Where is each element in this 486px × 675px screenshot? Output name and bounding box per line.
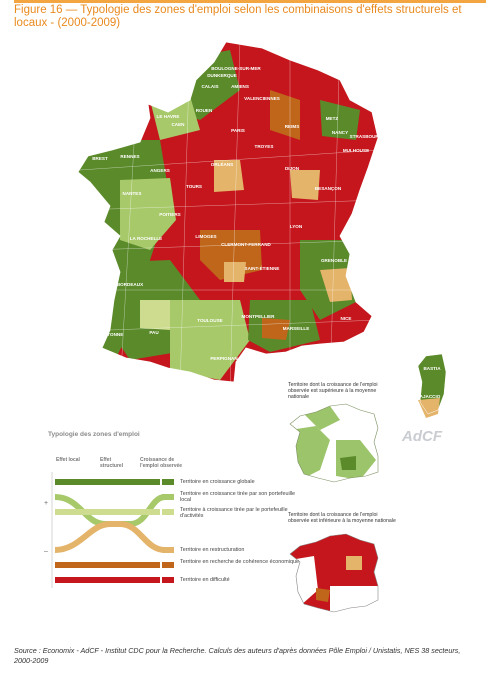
map-label: CLERMONT-FERRAND bbox=[221, 242, 271, 247]
source-note: Source : Economix - AdCF - Institut CDC … bbox=[14, 646, 461, 665]
zone-limousin bbox=[200, 230, 262, 280]
inset-decline-map bbox=[289, 533, 379, 613]
france-zones bbox=[78, 42, 378, 382]
adcf-watermark: AdCF bbox=[402, 428, 442, 445]
map-label: GRENOBLE bbox=[321, 258, 347, 263]
map-labels: BOULOGNE-SUR-MER DUNKERQUE CALAIS VALENC… bbox=[92, 66, 383, 361]
map-label: STRASBOURG bbox=[350, 134, 383, 139]
zone-alps-orange bbox=[320, 268, 352, 302]
legend-item: Territoire en croissance tirée par son p… bbox=[180, 491, 296, 504]
map-label: TOURS bbox=[186, 184, 202, 189]
map-label: PERPIGNAN bbox=[210, 356, 238, 361]
map-label: LA ROCHELLE bbox=[130, 236, 163, 241]
map-label: NANTES bbox=[123, 191, 142, 196]
map-label: ROUEN bbox=[196, 108, 213, 113]
map-label: ORLÉANS bbox=[211, 160, 233, 167]
map-label: LE HAVRE bbox=[157, 114, 180, 119]
france-outline bbox=[77, 41, 379, 383]
legend-column-local: Effet local bbox=[56, 457, 80, 463]
inset-growth-map bbox=[289, 403, 379, 483]
map-label: SAINT-ÉTIENNE bbox=[245, 264, 280, 271]
zone-auvergne bbox=[224, 262, 246, 282]
legend-column-growth: Croissance de l'emploi observée bbox=[140, 457, 183, 469]
map-label: POITIERS bbox=[159, 212, 180, 217]
header-rule bbox=[14, 0, 486, 3]
legend-item: Territoire en recherche de cohérence éco… bbox=[180, 559, 299, 565]
map-label: CALAIS bbox=[201, 84, 218, 89]
inset-growth-note: Territoire dont la croissance de l'emplo… bbox=[288, 382, 378, 401]
map-label: NANCY bbox=[332, 130, 348, 135]
legend-item: Territoire en croissance globale bbox=[180, 479, 255, 485]
legend-item: Territoire en difficulté bbox=[180, 577, 230, 583]
map-label: MULHOUSE bbox=[343, 148, 369, 153]
map-label: BAYONNE bbox=[101, 332, 124, 337]
map-label: NICE bbox=[341, 316, 352, 321]
map-label: BREST bbox=[92, 156, 108, 161]
map-label: RENNES bbox=[120, 154, 139, 159]
map-label: DIJON bbox=[285, 166, 300, 171]
map-label: MONTPELLIER bbox=[242, 314, 276, 319]
zone-burgundy bbox=[290, 170, 320, 200]
map-label: BASTIA bbox=[423, 366, 441, 371]
zone-landes bbox=[140, 300, 170, 330]
map-label: REIMS bbox=[285, 124, 300, 129]
map-label: MARSEILLE bbox=[283, 326, 310, 331]
legend-item: Territoire à croissance tirée par le por… bbox=[180, 507, 288, 520]
map-label: BESANÇON bbox=[315, 186, 342, 191]
map-label: CAEN bbox=[171, 122, 185, 127]
map-label: BOULOGNE-SUR-MER bbox=[211, 66, 261, 71]
legend-column-structural: Effet structurel bbox=[100, 457, 124, 469]
zone-lorraine bbox=[320, 100, 360, 140]
zone-loire bbox=[120, 178, 176, 250]
map-label: LYON bbox=[290, 224, 303, 229]
zone-pyrenees bbox=[170, 300, 250, 380]
map-label: BORDEAUX bbox=[117, 282, 144, 287]
map-label: VALENCIENNES bbox=[244, 96, 280, 101]
map-label: DUNKERQUE bbox=[207, 73, 237, 78]
map-label: LIMOGES bbox=[195, 234, 216, 239]
legend-title: Typologie des zones d'emploi bbox=[48, 431, 140, 438]
map-label: AJACCIO bbox=[420, 394, 441, 399]
map-label: ANGERS bbox=[150, 168, 170, 173]
france-map: BOULOGNE-SUR-MER DUNKERQUE CALAIS VALENC… bbox=[51, 41, 447, 613]
legend-swatches bbox=[162, 479, 174, 583]
map-label: PARIS bbox=[231, 128, 245, 133]
figure-title: Figure 16 — Typologie des zones d'emploi… bbox=[14, 4, 462, 29]
map-label: TROYES bbox=[255, 144, 274, 149]
inset-decline-note: Territoire dont la croissance de l'emplo… bbox=[288, 512, 396, 525]
legend-plus: + bbox=[44, 500, 49, 507]
zone-champagne bbox=[270, 90, 300, 140]
map-label: AMIENS bbox=[231, 84, 249, 89]
zone-borders bbox=[79, 42, 378, 382]
corsica: BASTIA AJACCIO bbox=[417, 353, 447, 418]
map-label: METZ bbox=[326, 116, 339, 121]
legend-item: Territoire en restructuration bbox=[180, 547, 245, 553]
legend-minus: – bbox=[44, 548, 48, 555]
map-label: TOULOUSE bbox=[197, 318, 222, 323]
legend-flows bbox=[54, 479, 166, 583]
map-label: PAU bbox=[149, 330, 159, 335]
